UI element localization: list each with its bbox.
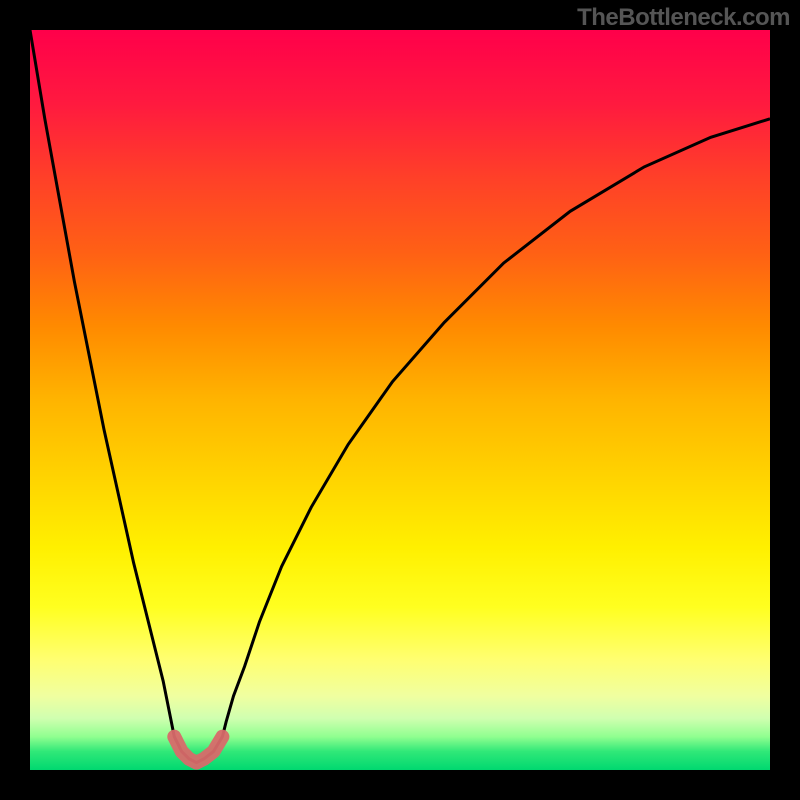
bottleneck-chart — [0, 0, 800, 800]
plot-background — [30, 30, 770, 770]
watermark-text: TheBottleneck.com — [577, 4, 790, 32]
chart-container: TheBottleneck.com — [0, 0, 800, 800]
